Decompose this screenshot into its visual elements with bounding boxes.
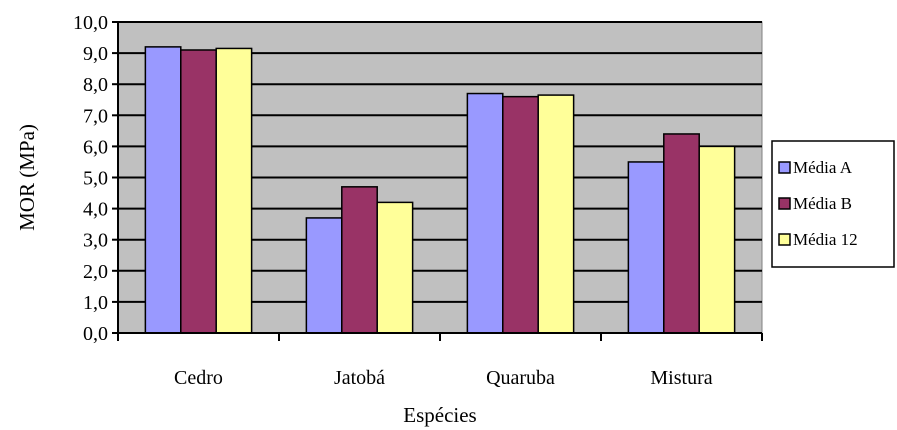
bar bbox=[537, 94, 575, 334]
y-tick-label: 6,0 bbox=[83, 136, 108, 158]
bar bbox=[341, 186, 378, 334]
y-tick-label: 5,0 bbox=[83, 168, 108, 190]
bar bbox=[376, 201, 414, 334]
y-tick-label: 1,0 bbox=[83, 292, 108, 314]
bar bbox=[305, 217, 343, 334]
y-tick-label: 2,0 bbox=[83, 261, 108, 283]
y-tick-label: 0,0 bbox=[83, 323, 108, 345]
legend: Média A Média B Média 12 bbox=[771, 140, 895, 268]
y-tick-label: 8,0 bbox=[83, 74, 108, 96]
y-tick-label: 3,0 bbox=[83, 230, 108, 252]
y-tick-label: 10,0 bbox=[73, 12, 108, 34]
x-tick-label: Mistura bbox=[650, 367, 712, 389]
legend-entry: Média B bbox=[793, 194, 852, 213]
legend-swatch bbox=[778, 161, 791, 174]
bar bbox=[144, 46, 182, 334]
x-tick-label: Jatobá bbox=[334, 367, 385, 389]
bar bbox=[698, 145, 736, 334]
plot-area: 0,0 1,0 2,0 3,0 4,0 5,0 6,0 7,0 8,0 9,0 10,0 Cedro… bbox=[73, 12, 763, 389]
bar bbox=[215, 47, 253, 334]
y-tick-label: 9,0 bbox=[83, 43, 108, 65]
y-tick-label: 4,0 bbox=[83, 199, 108, 221]
x-axis-title: Espécies bbox=[403, 403, 476, 427]
bar bbox=[627, 161, 665, 334]
legend-entry: Média 12 bbox=[793, 230, 858, 249]
legend-swatch bbox=[778, 233, 791, 246]
y-axis-title: MOR (MPa) bbox=[15, 124, 39, 231]
legend-swatch bbox=[778, 197, 791, 210]
legend-entry: Média A bbox=[793, 158, 853, 177]
bar bbox=[180, 49, 217, 334]
bar bbox=[663, 133, 700, 334]
y-tick-label: 7,0 bbox=[83, 105, 108, 127]
x-axis-ticks: Cedro Jatobá Quaruba Mistura bbox=[117, 333, 763, 389]
bar bbox=[502, 95, 539, 334]
y-axis-ticks: 0,0 1,0 2,0 3,0 4,0 5,0 6,0 7,0 8,0 9,0 10,0 bbox=[73, 12, 118, 345]
legend-box bbox=[771, 140, 895, 268]
x-tick-label: Quaruba bbox=[486, 367, 555, 389]
x-tick-label: Cedro bbox=[174, 367, 223, 389]
bar bbox=[466, 92, 504, 334]
